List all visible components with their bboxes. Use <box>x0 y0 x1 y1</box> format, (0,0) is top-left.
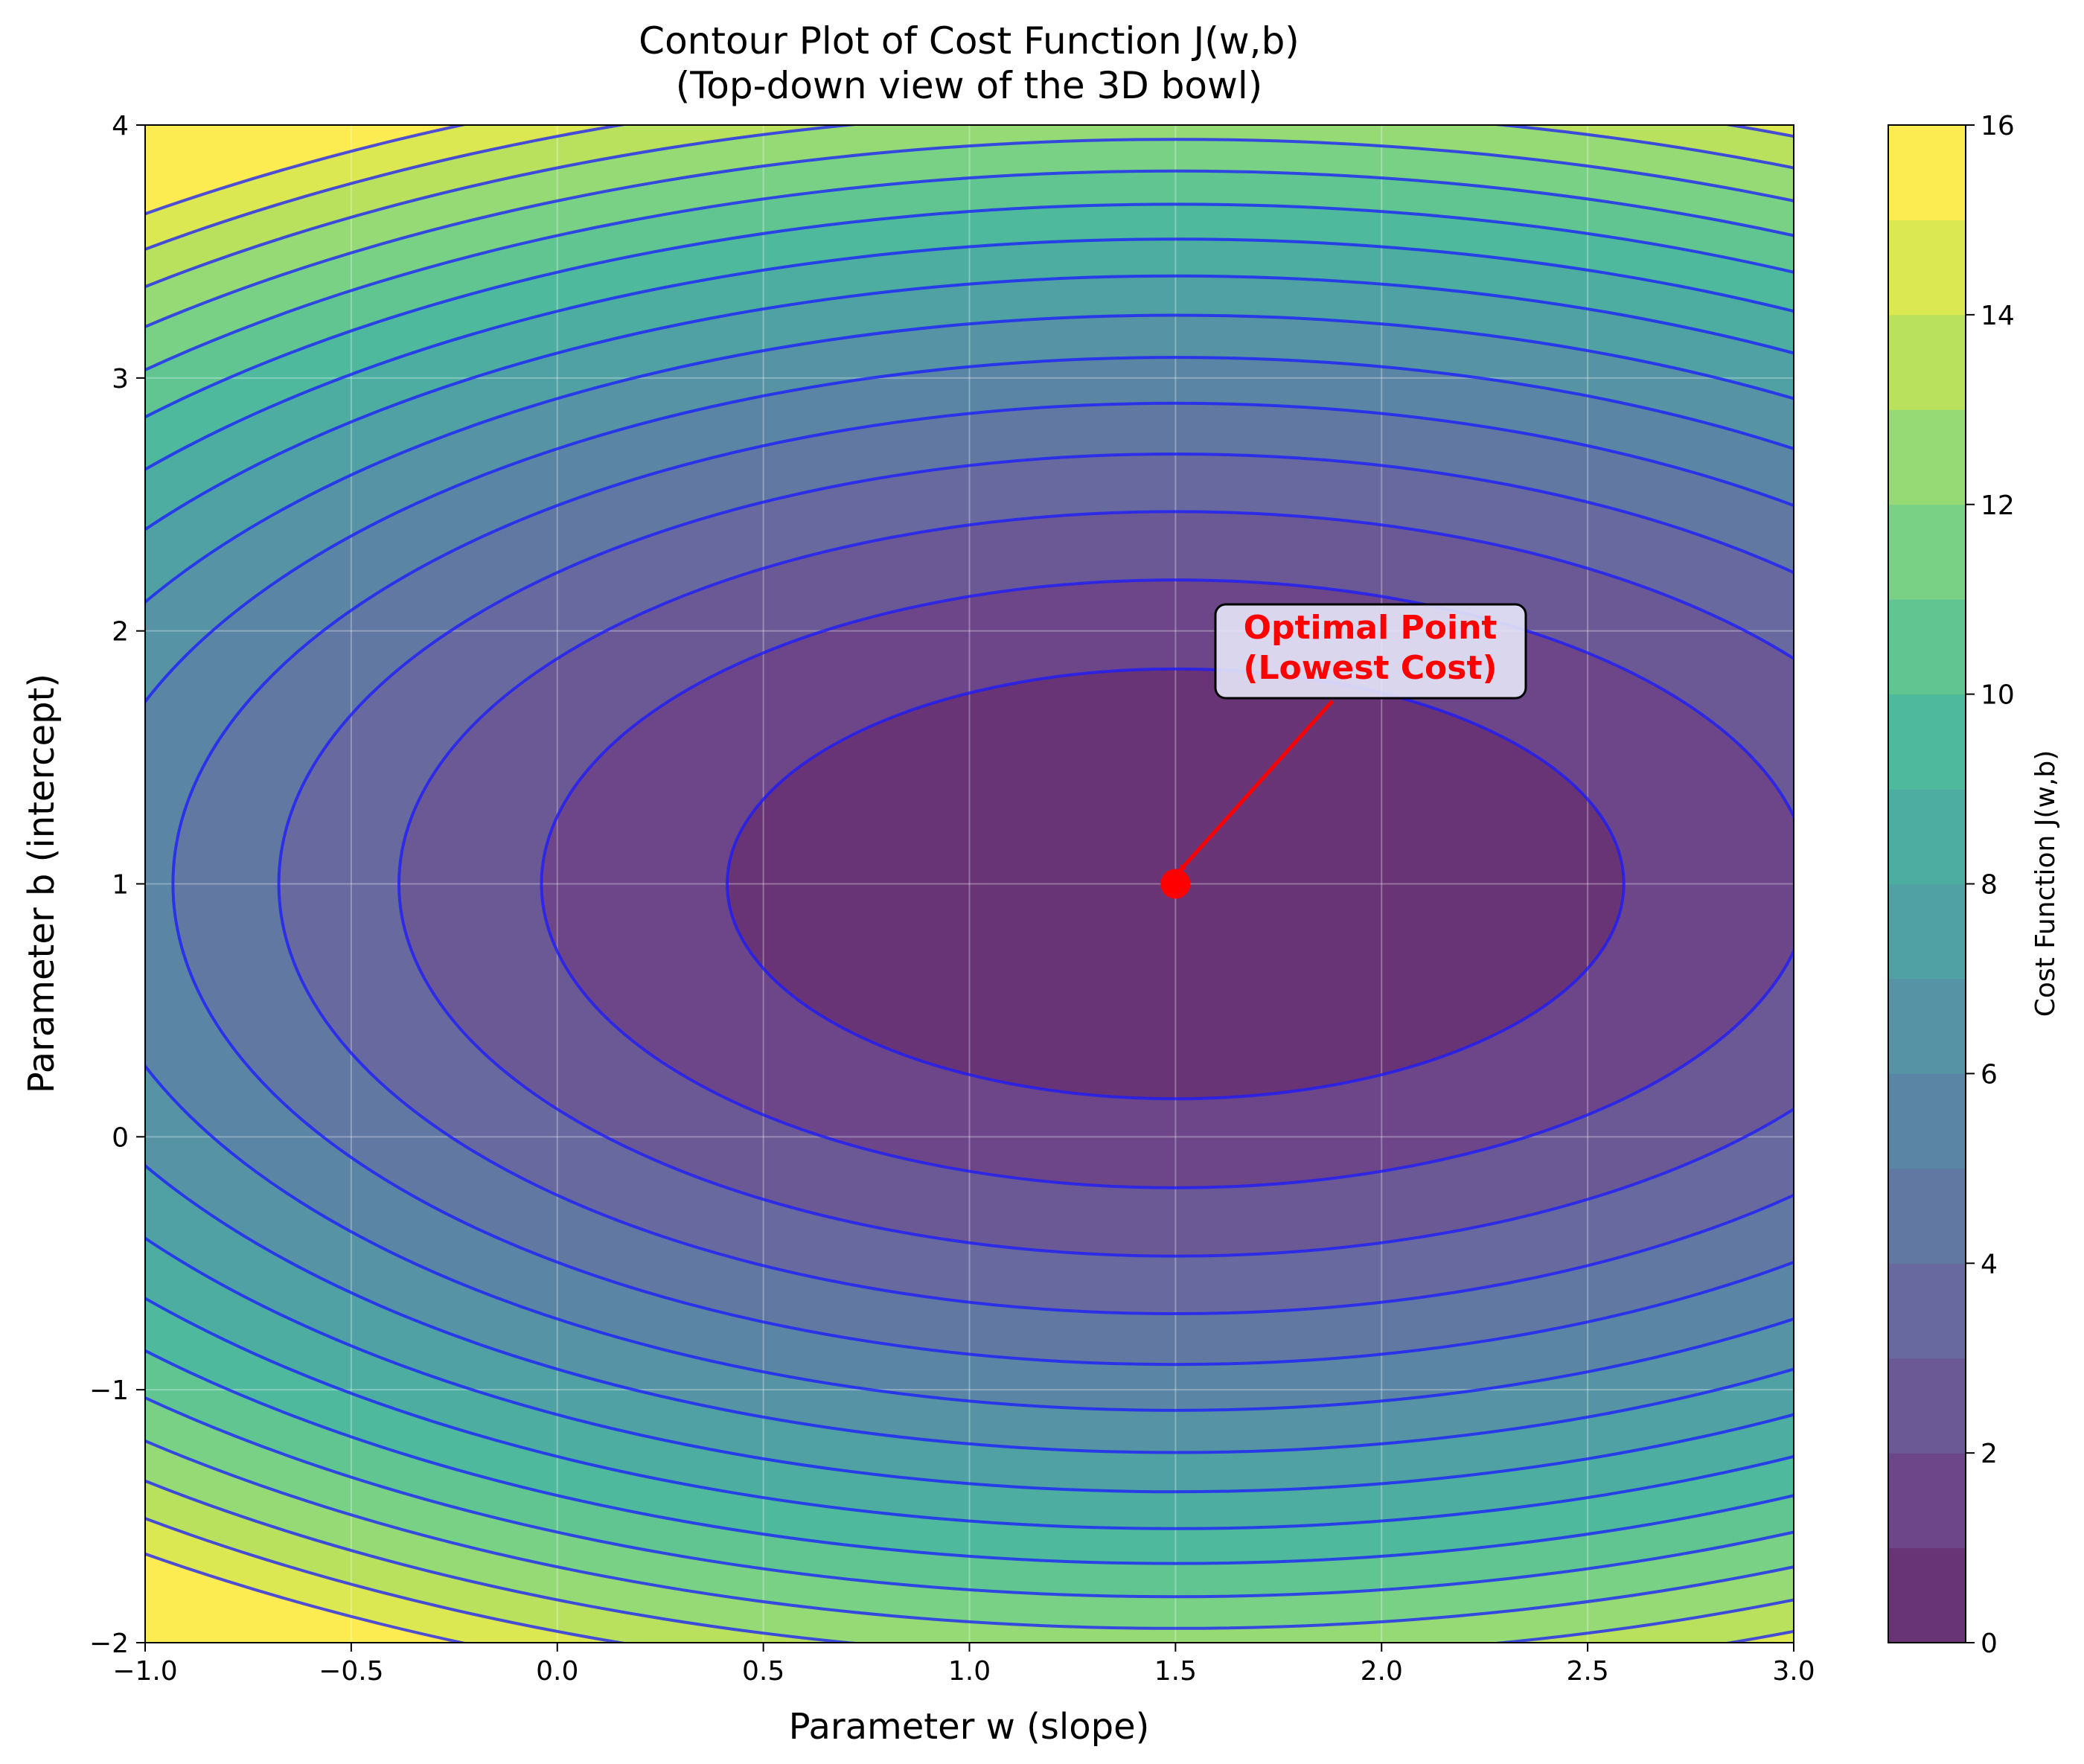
colorbar-segment <box>1888 1263 1966 1359</box>
colorbar-segment <box>1888 599 1966 695</box>
colorbar-segment <box>1888 1358 1966 1454</box>
contour-line <box>145 313 1794 1454</box>
contour-line <box>145 138 1794 1630</box>
colorbar-segment <box>1888 1453 1966 1549</box>
annotation-arrow <box>1178 700 1334 872</box>
colorbar <box>1888 124 1966 1643</box>
contour-line <box>397 510 1794 1258</box>
x-tick-label: 2.5 <box>1566 1656 1608 1687</box>
colorbar-tick-label: 8 <box>1981 870 1998 901</box>
x-tick-label: 3.0 <box>1772 1656 1815 1687</box>
y-tick-label: 0 <box>112 1122 129 1153</box>
annotation-line-2: (Lowest Cost) <box>1243 649 1497 687</box>
x-tick-label: −1.0 <box>112 1656 177 1687</box>
contour-line <box>145 356 1794 1412</box>
colorbar-segment <box>1888 1547 1966 1643</box>
x-axis-label: Parameter w (slope) <box>789 1706 1150 1748</box>
y-axis-ticks: −2 −1 0 1 2 3 4 <box>89 111 145 1659</box>
colorbar-segment <box>1888 409 1966 505</box>
chart-title: Contour Plot of Cost Function J(w,b) <box>639 19 1300 63</box>
colorbar-tick-label: 10 <box>1981 680 2015 711</box>
y-tick-label: −1 <box>89 1375 129 1406</box>
colorbar-segment <box>1888 789 1966 884</box>
colorbar-segment <box>1888 125 1966 220</box>
contour-line <box>145 237 1794 1530</box>
optimal-point-annotation: Optimal Point (Lowest Cost) <box>1178 603 1527 872</box>
x-tick-label: 2.0 <box>1361 1656 1403 1687</box>
x-axis-ticks: −1.0 −0.5 0.0 0.5 1.0 1.5 2.0 2.5 3.0 <box>112 1643 1815 1687</box>
y-axis-label: Parameter b (intercept) <box>21 674 63 1093</box>
colorbar-segment <box>1888 694 1966 790</box>
x-tick-label: 1.0 <box>948 1656 991 1687</box>
colorbar-tick-label: 2 <box>1981 1439 1998 1469</box>
contour-lines <box>145 125 1794 1643</box>
contour-line <box>145 170 1794 1598</box>
colorbar-tick-label: 0 <box>1981 1629 1998 1659</box>
colorbar-tick-label: 14 <box>1981 301 2015 331</box>
contour-line <box>540 578 1794 1189</box>
x-tick-label: −0.5 <box>319 1656 383 1687</box>
x-tick-label: 1.5 <box>1154 1656 1197 1687</box>
colorbar-segment <box>1888 314 1966 410</box>
colorbar-segment <box>1888 1073 1966 1169</box>
colorbar-segment <box>1888 504 1966 600</box>
colorbar-tick-label: 4 <box>1981 1249 1998 1279</box>
chart-subtitle: (Top-down view of the 3D bowl) <box>676 64 1263 107</box>
y-tick-label: −2 <box>89 1629 129 1659</box>
contour-line <box>725 667 1626 1101</box>
colorbar-tick-label: 6 <box>1981 1059 1998 1090</box>
colorbar-segment <box>1888 1168 1966 1264</box>
y-tick-label: 4 <box>112 111 129 141</box>
colorbar-label: Cost Function J(w,b) <box>2030 750 2061 1017</box>
colorbar-tick-label: 16 <box>1981 111 2015 141</box>
y-tick-label: 2 <box>112 617 129 648</box>
x-tick-label: 0.0 <box>536 1656 578 1687</box>
contour-line <box>145 275 1794 1493</box>
contour-line <box>171 402 1794 1366</box>
x-tick-label: 0.5 <box>742 1656 784 1687</box>
colorbar-ticks: 0 2 4 6 8 10 12 14 16 <box>1966 111 2015 1659</box>
colorbar-segment <box>1888 978 1966 1074</box>
colorbar-segment <box>1888 883 1966 980</box>
contour-line <box>145 202 1794 1565</box>
y-tick-label: 1 <box>112 870 129 901</box>
colorbar-segment <box>1888 220 1966 316</box>
colorbar-tick-label: 12 <box>1981 490 2015 521</box>
contour-line <box>277 453 1794 1315</box>
annotation-line-1: Optimal Point <box>1244 609 1498 647</box>
y-tick-label: 3 <box>112 364 129 394</box>
optimal-point-marker <box>1160 869 1191 899</box>
annotation-box <box>1214 603 1527 700</box>
